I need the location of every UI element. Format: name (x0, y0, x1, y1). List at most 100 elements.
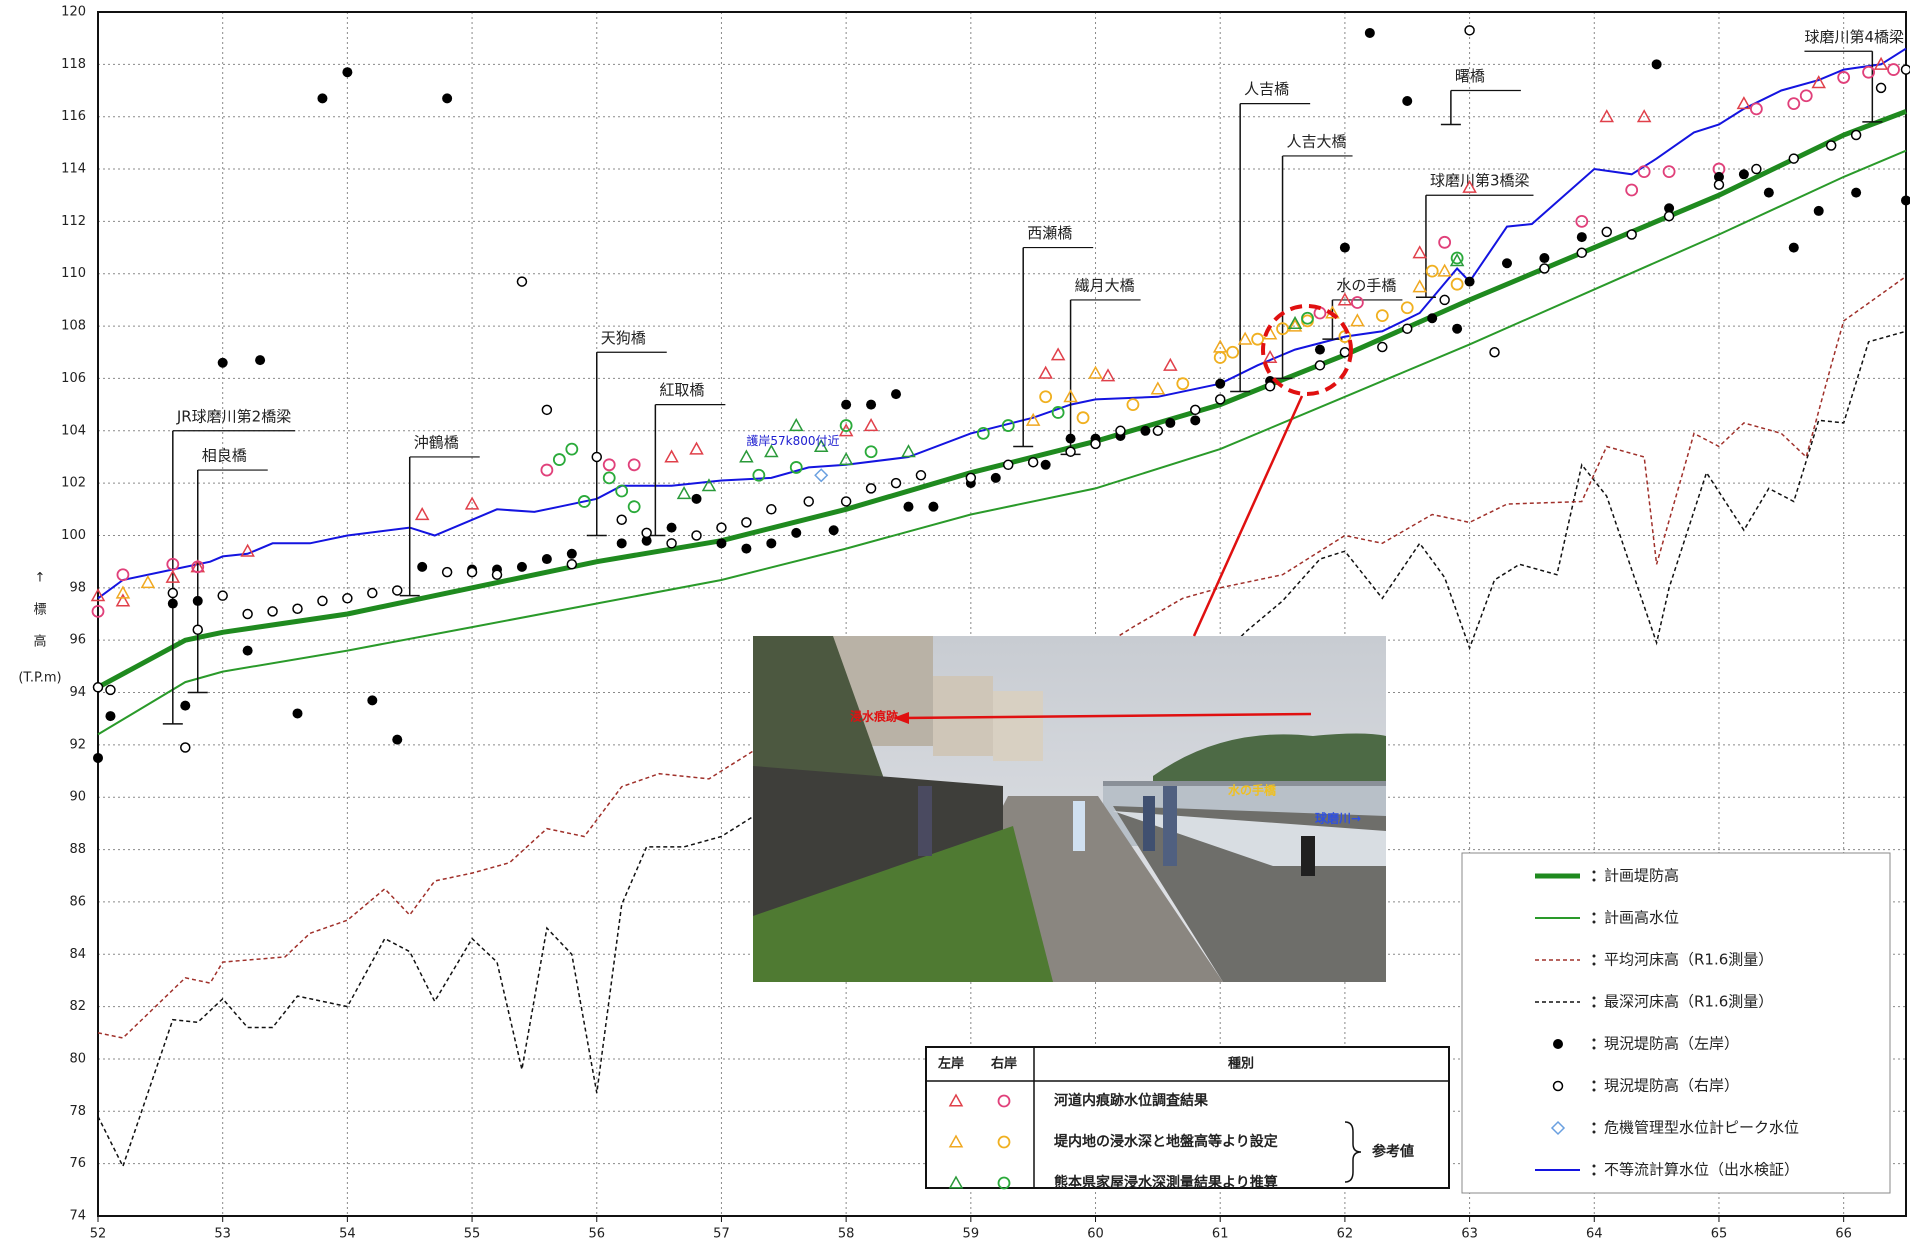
marker (866, 446, 877, 457)
marker (1191, 405, 1200, 414)
table-header: 種別 (1228, 1056, 1254, 1072)
marker (629, 459, 640, 470)
marker (293, 604, 302, 613)
marker (218, 591, 227, 600)
legend-label: 危機管理型水位計ピーク水位 (1604, 1119, 1799, 1137)
marker (1066, 434, 1076, 444)
marker (1626, 184, 1637, 195)
marker (791, 528, 801, 538)
y-tick-label: 106 (61, 371, 86, 386)
y-axis-label: ↑ (35, 571, 46, 586)
y-tick-label: 78 (69, 1104, 86, 1119)
marker (1554, 1082, 1563, 1091)
marker (1164, 359, 1176, 370)
y-tick-label: 88 (69, 842, 86, 857)
marker (678, 488, 690, 499)
x-tick-label: 55 (464, 1227, 481, 1242)
marker (928, 502, 938, 512)
photo-label: 浸水痕跡 (850, 709, 898, 724)
marker (1852, 131, 1861, 140)
marker (1378, 343, 1387, 352)
bridge-label: 人吉橋 (1244, 80, 1289, 98)
marker (1340, 348, 1349, 357)
legend-colon (1593, 1089, 1596, 1092)
marker (667, 523, 677, 533)
marker (1639, 166, 1650, 177)
table-label: 熊本県家屋浸水深測量結果より推算 (1054, 1174, 1278, 1191)
x-tick-label: 58 (838, 1227, 855, 1242)
y-tick-label: 82 (69, 999, 86, 1014)
marker (866, 400, 876, 410)
marker (443, 568, 452, 577)
marker (317, 93, 327, 103)
series-line (98, 112, 1906, 688)
marker (692, 531, 701, 540)
marker (542, 554, 552, 564)
y-tick-label: 100 (61, 528, 86, 543)
y-tick-label: 102 (61, 476, 86, 491)
marker (1266, 382, 1275, 391)
marker (692, 494, 702, 504)
bridge-label: 天狗橋 (601, 329, 646, 347)
x-tick-label: 60 (1087, 1227, 1104, 1242)
callout-line (1194, 396, 1302, 636)
marker (255, 355, 265, 365)
legend-label: 現況堤防高（右岸） (1604, 1077, 1739, 1095)
x-tick-label: 64 (1586, 1227, 1603, 1242)
marker (541, 465, 552, 476)
legend-colon (1593, 1047, 1596, 1050)
marker (1739, 169, 1749, 179)
marker (1789, 154, 1798, 163)
legend-colon (1593, 1005, 1596, 1008)
marker (554, 454, 565, 465)
bridge-label: JR球磨川第2橋梁 (176, 407, 291, 425)
marker (617, 515, 626, 524)
y-tick-label: 94 (69, 685, 86, 700)
marker (1714, 180, 1723, 189)
marker (1539, 253, 1549, 263)
bridge-label: 曙橋 (1455, 67, 1485, 85)
bridge-label: 相良橋 (202, 447, 247, 465)
marker (916, 471, 925, 480)
legend-label: 最深河床高（R1.6測量） (1604, 993, 1773, 1011)
photo (753, 636, 1386, 982)
marker (1439, 237, 1450, 248)
marker (1553, 1039, 1563, 1049)
marker (343, 594, 352, 603)
marker (1440, 295, 1449, 304)
marker (1576, 216, 1587, 227)
y-tick-label: 114 (61, 162, 86, 177)
x-tick-label: 56 (588, 1227, 605, 1242)
callout-circle (1263, 306, 1351, 394)
y-tick-label: 96 (69, 633, 86, 648)
marker (1814, 206, 1824, 216)
marker (1788, 98, 1799, 109)
marker (1540, 264, 1549, 273)
marker (1315, 361, 1324, 370)
x-tick-label: 66 (1835, 1227, 1852, 1242)
x-tick-label: 54 (339, 1227, 356, 1242)
marker (1215, 379, 1225, 389)
marker (417, 562, 427, 572)
marker (1465, 26, 1474, 35)
marker (903, 502, 913, 512)
legend-colon (1593, 913, 1596, 916)
marker (1627, 230, 1636, 239)
y-axis-label: 標 (33, 603, 46, 618)
marker (1351, 315, 1363, 326)
y-tick-label: 104 (61, 423, 86, 438)
marker (841, 400, 851, 410)
marker (790, 420, 802, 431)
legend-colon (1593, 997, 1596, 1000)
table-header: 左岸 (938, 1056, 964, 1072)
marker (1502, 258, 1512, 268)
marker (218, 358, 228, 368)
marker (181, 743, 190, 752)
marker (1066, 447, 1075, 456)
marker (193, 596, 203, 606)
marker (1340, 243, 1350, 253)
marker (93, 753, 103, 763)
marker (1177, 378, 1188, 389)
marker (566, 444, 577, 455)
marker (1427, 266, 1438, 277)
